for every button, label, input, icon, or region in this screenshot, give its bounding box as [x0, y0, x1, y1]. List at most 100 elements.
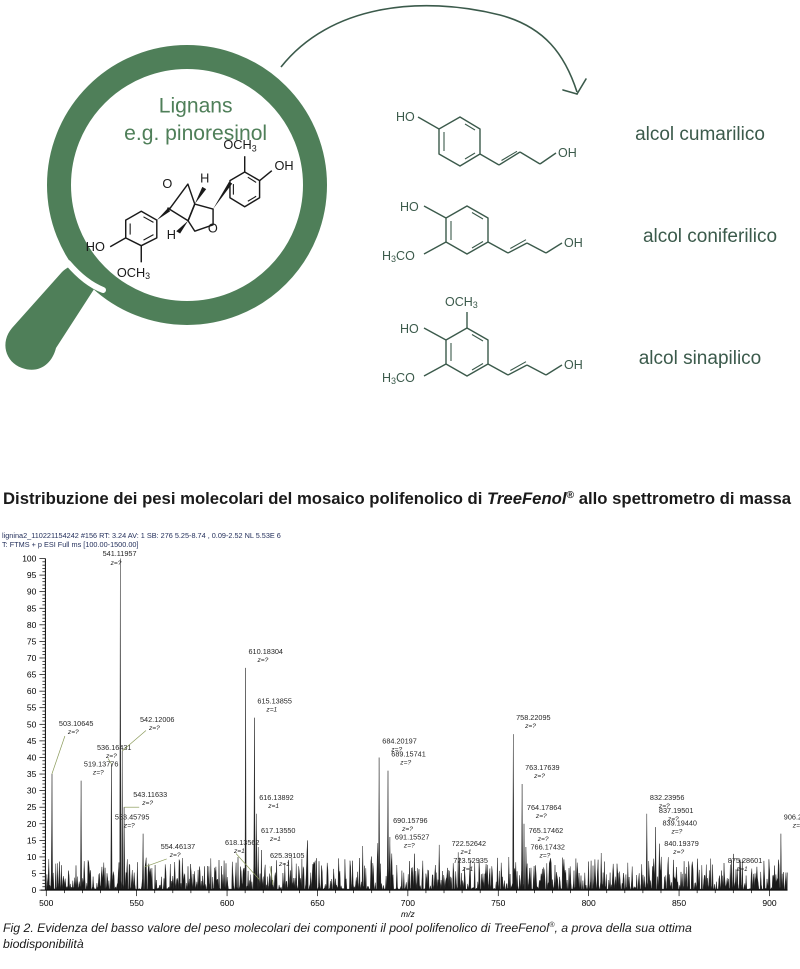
svg-text:OH: OH [564, 358, 583, 372]
svg-text:40: 40 [27, 752, 37, 762]
svg-text:z=?: z=? [403, 843, 415, 850]
svg-text:z=?: z=? [92, 770, 104, 777]
svg-text:543.11633: 543.11633 [133, 790, 167, 799]
svg-text:z=?: z=? [792, 823, 800, 830]
svg-text:25: 25 [27, 802, 37, 812]
svg-text:HO: HO [86, 239, 105, 254]
svg-text:z=1: z=1 [267, 803, 279, 810]
svg-text:O: O [208, 220, 218, 235]
svg-text:519.13776: 519.13776 [84, 760, 119, 769]
svg-text:z=?: z=? [533, 773, 545, 780]
svg-text:z=?: z=? [524, 723, 536, 730]
svg-text:600: 600 [220, 898, 234, 908]
svg-text:610.18304: 610.18304 [249, 647, 284, 656]
svg-text:554.46137: 554.46137 [161, 842, 196, 851]
svg-text:z=?: z=? [110, 560, 122, 567]
svg-text:618.13562: 618.13562 [225, 838, 260, 847]
svg-text:85: 85 [27, 603, 37, 613]
svg-text:OCH3: OCH3 [223, 137, 256, 153]
svg-text:OCH3: OCH3 [117, 265, 150, 281]
svg-text:OCH3: OCH3 [445, 295, 478, 310]
svg-text:biodisponibilità: biodisponibilità [3, 937, 84, 951]
svg-text:O: O [162, 176, 172, 191]
svg-text:OH: OH [558, 146, 577, 160]
svg-text:500: 500 [39, 898, 53, 908]
svg-text:765.17462: 765.17462 [529, 826, 564, 835]
svg-text:90: 90 [27, 587, 37, 597]
svg-text:Lignans: Lignans [159, 94, 233, 117]
svg-text:H: H [200, 170, 209, 185]
svg-text:615.13855: 615.13855 [257, 697, 292, 706]
svg-text:alcol sinapilico: alcol sinapilico [639, 348, 762, 369]
svg-text:684.20197: 684.20197 [382, 737, 417, 746]
svg-text:z=?: z=? [105, 753, 117, 760]
svg-text:689.15741: 689.15741 [391, 750, 426, 759]
svg-text:764.17864: 764.17864 [527, 803, 562, 812]
svg-text:766.17432: 766.17432 [531, 843, 566, 852]
svg-text:z=?: z=? [123, 823, 135, 830]
svg-text:758.22095: 758.22095 [516, 713, 551, 722]
svg-text:z=?: z=? [67, 729, 79, 736]
svg-text:HO: HO [400, 322, 419, 336]
svg-text:55: 55 [27, 703, 37, 713]
svg-text:OH: OH [274, 158, 293, 173]
svg-text:10: 10 [27, 852, 37, 862]
svg-text:550: 550 [130, 898, 144, 908]
svg-text:80: 80 [27, 620, 37, 630]
svg-text:alcol coniferilico: alcol coniferilico [643, 226, 777, 247]
svg-text:60: 60 [27, 686, 37, 696]
svg-text:H3CO: H3CO [382, 249, 415, 264]
svg-text:553.45795: 553.45795 [115, 813, 149, 822]
svg-text:690.15796: 690.15796 [393, 816, 428, 825]
svg-text:Fig 2. Evidenza del basso valo: Fig 2. Evidenza del basso valore del pes… [3, 920, 692, 935]
svg-text:30: 30 [27, 786, 37, 796]
svg-text:900: 900 [762, 898, 776, 908]
svg-text:z=1: z=1 [461, 866, 473, 873]
svg-text:HO: HO [400, 200, 419, 214]
svg-text:763.17639: 763.17639 [525, 763, 560, 772]
svg-text:z=?: z=? [257, 657, 269, 664]
svg-text:alcol cumarilico: alcol cumarilico [635, 124, 765, 145]
svg-text:800: 800 [582, 898, 596, 908]
svg-text:723.52935: 723.52935 [453, 856, 488, 865]
svg-text:700: 700 [401, 898, 415, 908]
svg-text:541.11957: 541.11957 [103, 549, 137, 558]
svg-text:650: 650 [310, 898, 324, 908]
svg-text:906.25842: 906.25842 [784, 813, 800, 822]
svg-text:z=1: z=1 [265, 707, 277, 714]
svg-text:z=1: z=1 [736, 866, 748, 873]
svg-text:75: 75 [27, 636, 37, 646]
svg-text:45: 45 [27, 736, 37, 746]
svg-text:z=1: z=1 [278, 861, 290, 868]
svg-text:H: H [167, 227, 176, 242]
svg-text:625.39105: 625.39105 [270, 851, 305, 860]
svg-text:100: 100 [22, 554, 36, 564]
svg-text:z=?: z=? [169, 852, 181, 859]
svg-text:750: 750 [491, 898, 505, 908]
svg-text:839.19440: 839.19440 [663, 819, 698, 828]
svg-text:z=?: z=? [141, 800, 153, 807]
svg-text:20: 20 [27, 819, 37, 829]
svg-text:z=?: z=? [399, 760, 411, 767]
svg-text:z=1: z=1 [269, 836, 281, 843]
svg-text:0: 0 [32, 885, 37, 895]
svg-text:722.52642: 722.52642 [452, 839, 487, 848]
svg-text:z=?: z=? [671, 829, 683, 836]
svg-text:542.12006: 542.12006 [140, 715, 175, 724]
svg-text:850: 850 [672, 898, 686, 908]
svg-text:616.13892: 616.13892 [259, 793, 294, 802]
svg-text:T: FTMS + p ESI Full ms [100.0: T: FTMS + p ESI Full ms [100.00-1500.00] [2, 540, 138, 549]
svg-text:lignina2_110221154242 #156 R: lignina2_110221154242 #156 RT: 3.24 AV: … [2, 531, 281, 540]
svg-text:OH: OH [564, 236, 583, 250]
svg-text:HO: HO [396, 110, 415, 124]
svg-text:95: 95 [27, 570, 37, 580]
svg-text:691.15527: 691.15527 [395, 833, 430, 842]
svg-text:z=?: z=? [539, 853, 551, 860]
svg-text:832.23956: 832.23956 [650, 793, 685, 802]
svg-text:837.19501: 837.19501 [659, 806, 694, 815]
svg-text:35: 35 [27, 769, 37, 779]
svg-text:z=?: z=? [148, 725, 160, 732]
svg-text:z=?: z=? [535, 813, 547, 820]
svg-text:840.19379: 840.19379 [664, 839, 699, 848]
svg-text:875.28601: 875.28601 [728, 856, 763, 865]
